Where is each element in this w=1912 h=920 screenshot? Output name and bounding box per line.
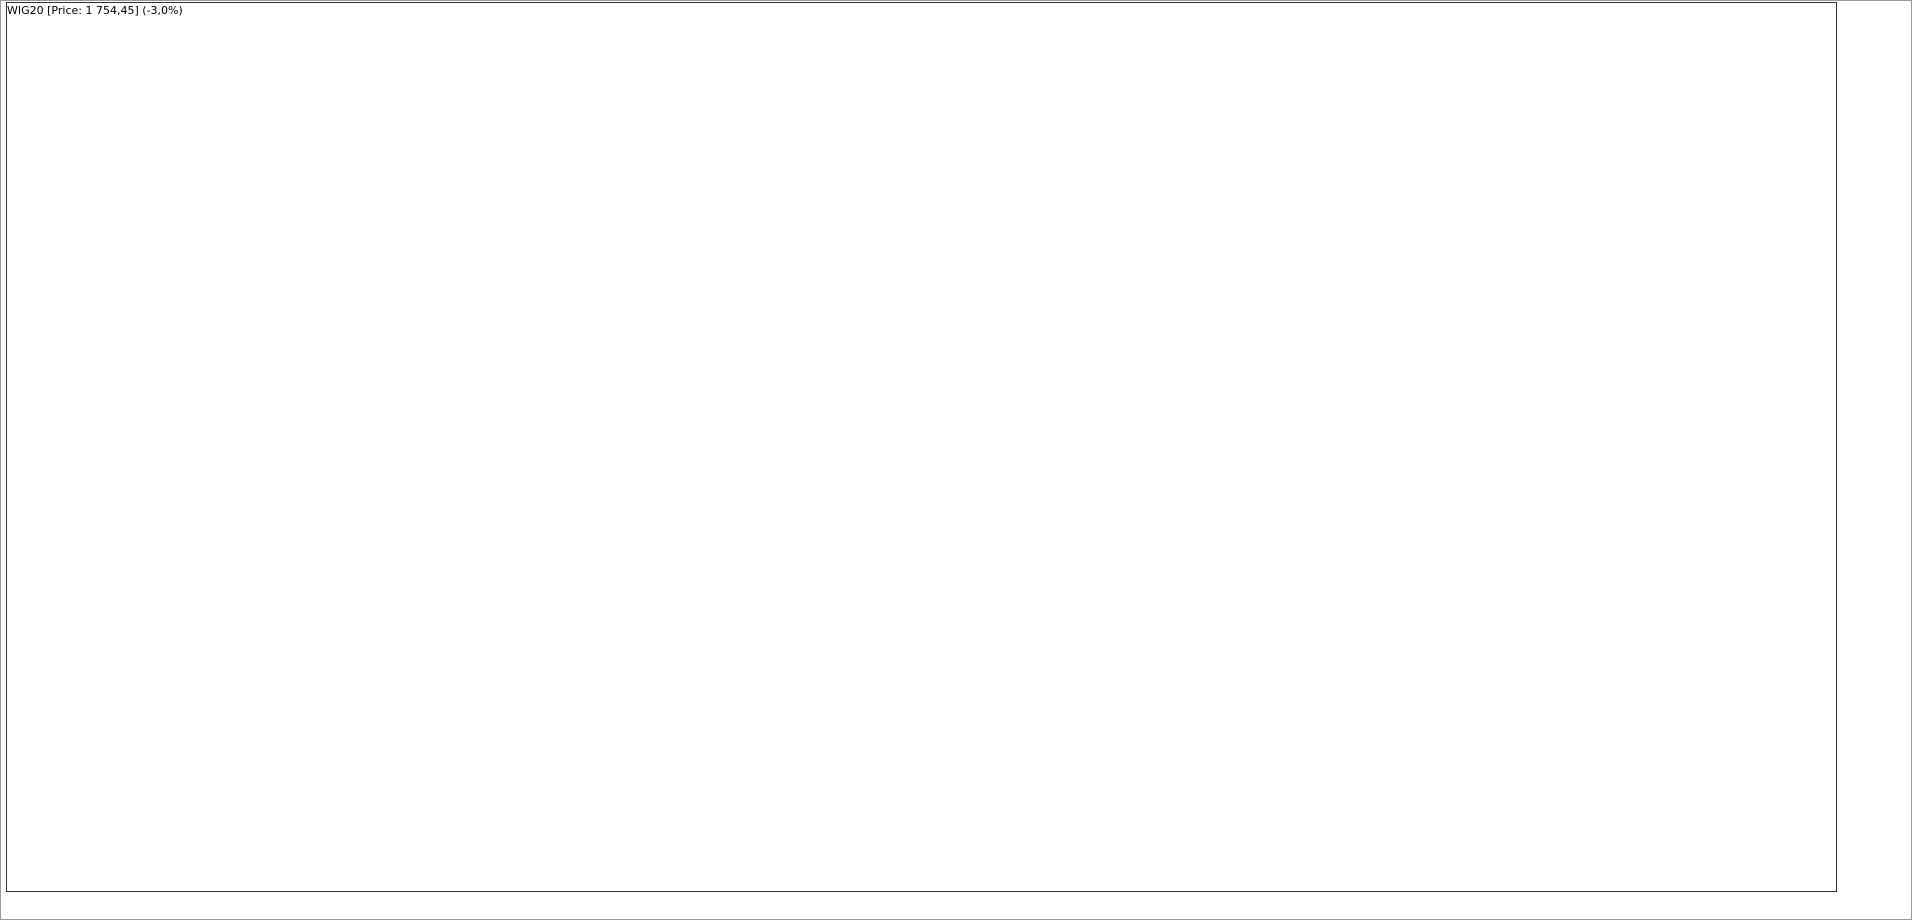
chart-title: WIG20 [Price: 1 754,45] (-3,0%) bbox=[7, 4, 183, 17]
plot-frame bbox=[6, 2, 1837, 892]
